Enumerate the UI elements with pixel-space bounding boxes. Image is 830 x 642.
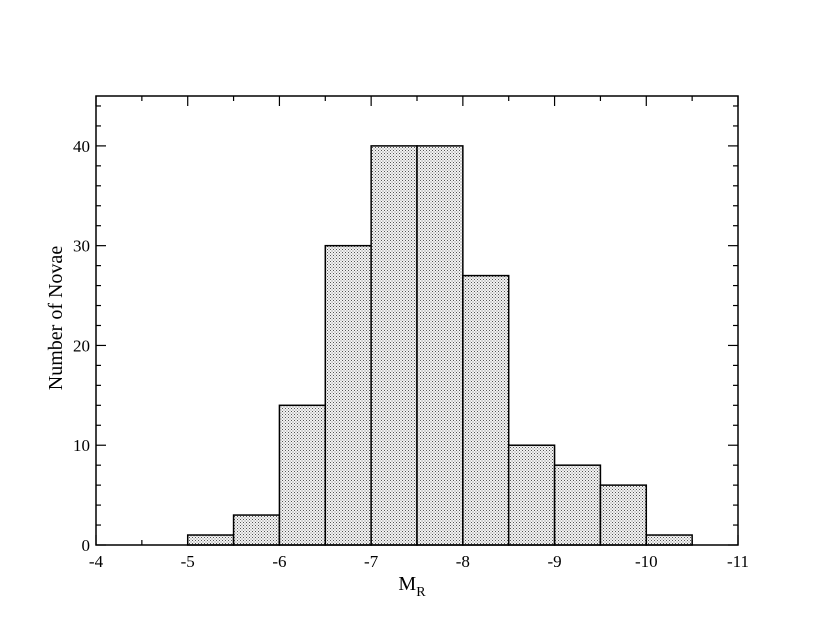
tick-labels-group: -4 -5 -6 -7 -8 -9 -10 -11 0 10 20 30 40 xyxy=(73,137,749,571)
histogram-bar xyxy=(324,244,372,546)
y-tick-label: 30 xyxy=(73,237,90,256)
x-tick-label: -7 xyxy=(364,552,379,571)
histogram-bar xyxy=(232,514,281,546)
x-tick-label: -6 xyxy=(272,552,286,571)
x-tick-label: -4 xyxy=(89,552,104,571)
histogram-bar xyxy=(507,444,556,546)
y-tick-label: 20 xyxy=(73,336,90,355)
histogram-bar xyxy=(186,534,235,546)
histogram-bar xyxy=(645,534,693,546)
bars-group xyxy=(186,145,693,546)
x-axis-title: MR xyxy=(398,573,426,600)
x-tick-label: -5 xyxy=(181,552,195,571)
histogram-bar xyxy=(599,484,648,546)
y-tick-label: 0 xyxy=(82,536,91,555)
x-tick-label: -11 xyxy=(727,552,749,571)
x-tick-label: -8 xyxy=(456,552,470,571)
histogram-bar xyxy=(370,145,418,546)
y-axis-title: Number of Novae xyxy=(45,246,67,391)
x-tick-label: -9 xyxy=(547,552,561,571)
ticks-group xyxy=(95,96,739,546)
x-axis-title-subscript: R xyxy=(416,585,426,600)
histogram-bar xyxy=(553,464,602,546)
x-tick-label: -10 xyxy=(635,552,658,571)
histogram-bar xyxy=(416,145,464,546)
histogram-bar xyxy=(462,274,510,546)
y-tick-label: 10 xyxy=(73,436,90,455)
x-axis-title-main: M xyxy=(398,573,416,595)
histogram-bar xyxy=(278,404,327,546)
y-tick-label: 40 xyxy=(73,137,90,156)
